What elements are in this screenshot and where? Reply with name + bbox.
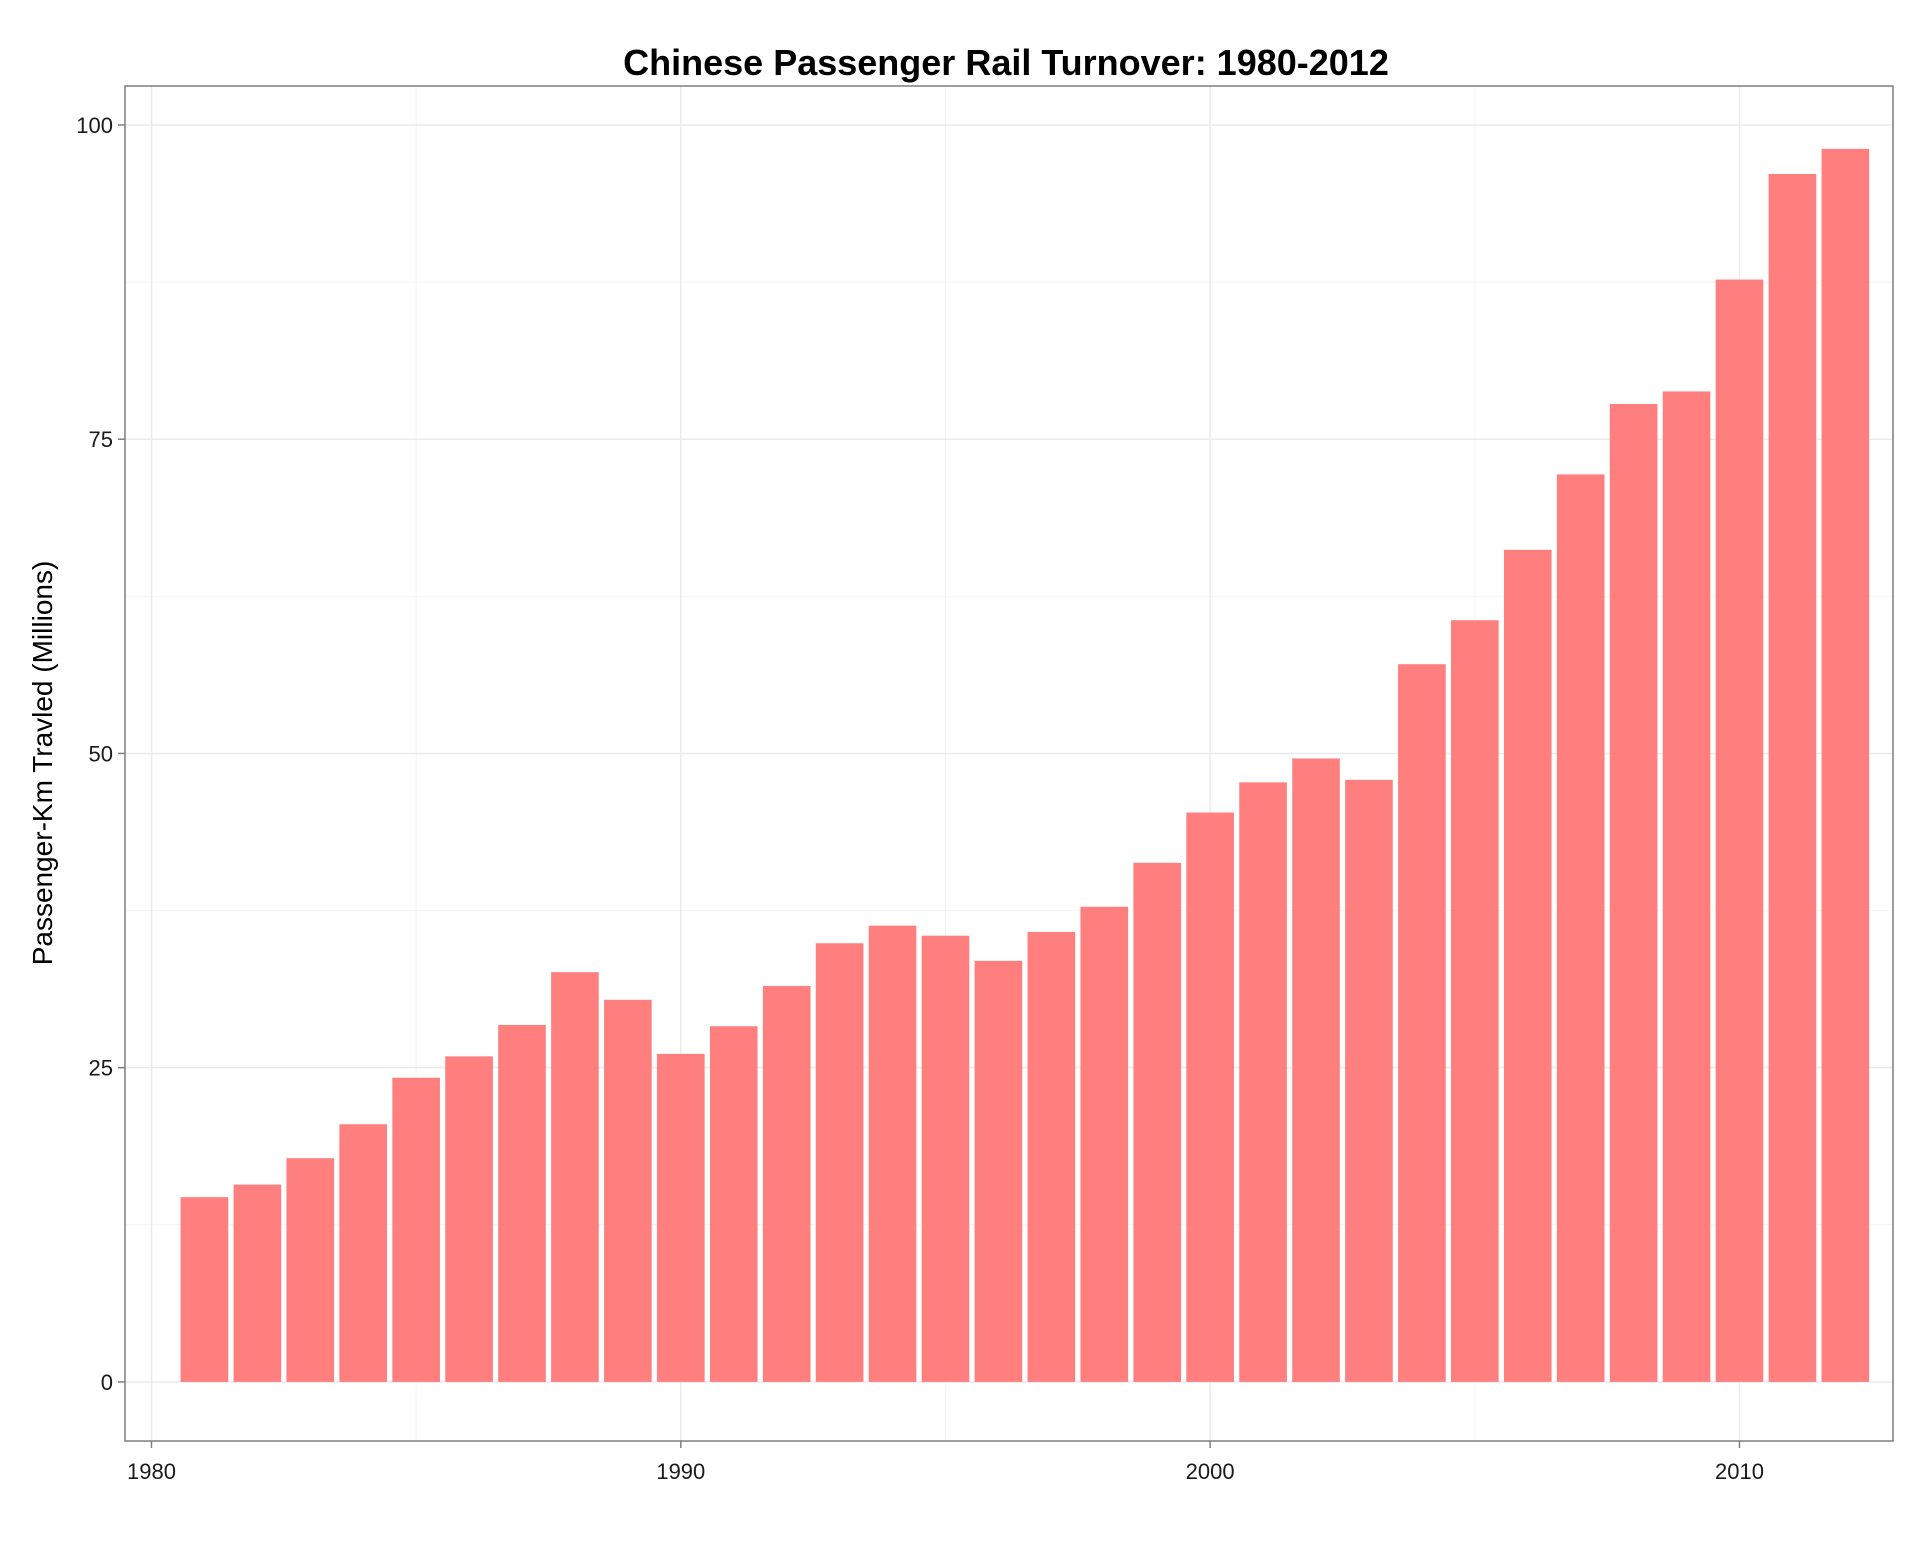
bar-1981 xyxy=(180,1197,229,1382)
bar-1996 xyxy=(974,960,1023,1382)
bar-1982 xyxy=(233,1184,282,1382)
bar-1989 xyxy=(604,999,652,1382)
plot-border xyxy=(124,85,1894,1442)
bar-1997 xyxy=(1027,931,1076,1382)
y-tick-label: 75 xyxy=(89,427,113,452)
bar-1988 xyxy=(551,972,599,1382)
bar-2012 xyxy=(1821,148,1870,1382)
x-axis-ticks: 1980 1990 2000 2010 xyxy=(127,1441,1764,1484)
bar-1987 xyxy=(498,1024,546,1382)
bar-2004 xyxy=(1398,664,1446,1382)
bar-1991 xyxy=(709,1026,758,1382)
bar-2006 xyxy=(1503,549,1552,1382)
y-tick-label: 0 xyxy=(101,1370,113,1395)
bar-1986 xyxy=(445,1056,493,1382)
y-tick-label: 100 xyxy=(76,113,113,138)
chart-title: Chinese Passenger Rail Turnover: 1980-20… xyxy=(623,42,1389,83)
bar-1990 xyxy=(656,1053,705,1382)
bar-2002 xyxy=(1292,758,1340,1382)
bar-1992 xyxy=(762,985,811,1382)
x-tick-label: 2010 xyxy=(1715,1459,1764,1484)
y-tick-label: 50 xyxy=(89,741,113,766)
y-axis-ticks: 0 25 50 75 100 xyxy=(76,113,125,1395)
bar-2008 xyxy=(1609,404,1658,1382)
bar-1984 xyxy=(339,1124,388,1382)
bar-1999 xyxy=(1133,862,1182,1382)
bar-2003 xyxy=(1345,779,1393,1382)
x-tick-label: 1980 xyxy=(127,1459,176,1484)
bar-2001 xyxy=(1239,782,1287,1382)
y-axis-label: Passenger-Km Travled (Millions) xyxy=(27,561,58,966)
bar-1995 xyxy=(921,935,970,1382)
bar-1998 xyxy=(1080,906,1129,1382)
x-tick-label: 2000 xyxy=(1186,1459,1235,1484)
bar-1983 xyxy=(286,1158,335,1382)
bar-2007 xyxy=(1556,474,1605,1382)
bar-2009 xyxy=(1662,391,1711,1382)
bar-2011 xyxy=(1768,173,1817,1382)
bar-2000 xyxy=(1186,812,1234,1382)
bar-1985 xyxy=(392,1077,440,1382)
bar-2005 xyxy=(1451,620,1499,1382)
y-tick-label: 25 xyxy=(89,1056,113,1081)
bar-1994 xyxy=(868,925,917,1382)
bar-2010 xyxy=(1715,279,1764,1382)
bars xyxy=(180,148,1870,1382)
x-tick-label: 1990 xyxy=(656,1459,705,1484)
bar-1993 xyxy=(815,943,864,1382)
